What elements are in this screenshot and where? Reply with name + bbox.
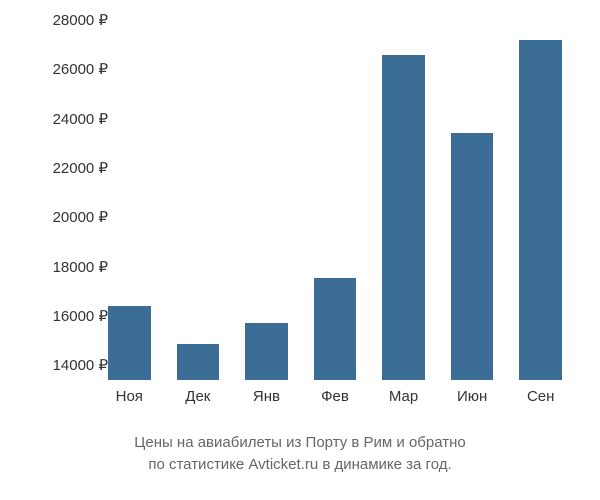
y-tick-label: 20000 ₽ bbox=[53, 208, 108, 226]
y-tick-label: 16000 ₽ bbox=[53, 307, 108, 325]
x-tick-label: Янв bbox=[253, 388, 280, 405]
caption-line1: Цены на авиабилеты из Порту в Рим и обра… bbox=[134, 434, 465, 451]
bar bbox=[314, 278, 357, 380]
price-chart bbox=[95, 20, 575, 380]
x-tick-label: Ноя bbox=[116, 388, 143, 405]
bar bbox=[177, 344, 220, 380]
bar bbox=[108, 306, 151, 380]
chart-caption: Цены на авиабилеты из Порту в Рим и обра… bbox=[0, 432, 600, 476]
x-tick-label: Дек bbox=[185, 388, 210, 405]
y-tick-label: 22000 ₽ bbox=[53, 159, 108, 177]
y-tick-label: 14000 ₽ bbox=[53, 356, 108, 374]
bar bbox=[519, 40, 562, 380]
y-tick-label: 28000 ₽ bbox=[53, 11, 108, 29]
y-tick-label: 18000 ₽ bbox=[53, 258, 108, 276]
x-tick-label: Мар bbox=[389, 388, 418, 405]
caption-line2: по статистике Avticket.ru в динамике за … bbox=[148, 456, 451, 473]
y-tick-label: 24000 ₽ bbox=[53, 110, 108, 128]
x-tick-label: Сен bbox=[527, 388, 554, 405]
bar bbox=[382, 55, 425, 380]
y-tick-label: 26000 ₽ bbox=[53, 60, 108, 78]
bar bbox=[451, 133, 494, 380]
x-tick-label: Июн bbox=[457, 388, 487, 405]
bar bbox=[245, 323, 288, 380]
x-tick-label: Фев bbox=[321, 388, 349, 405]
